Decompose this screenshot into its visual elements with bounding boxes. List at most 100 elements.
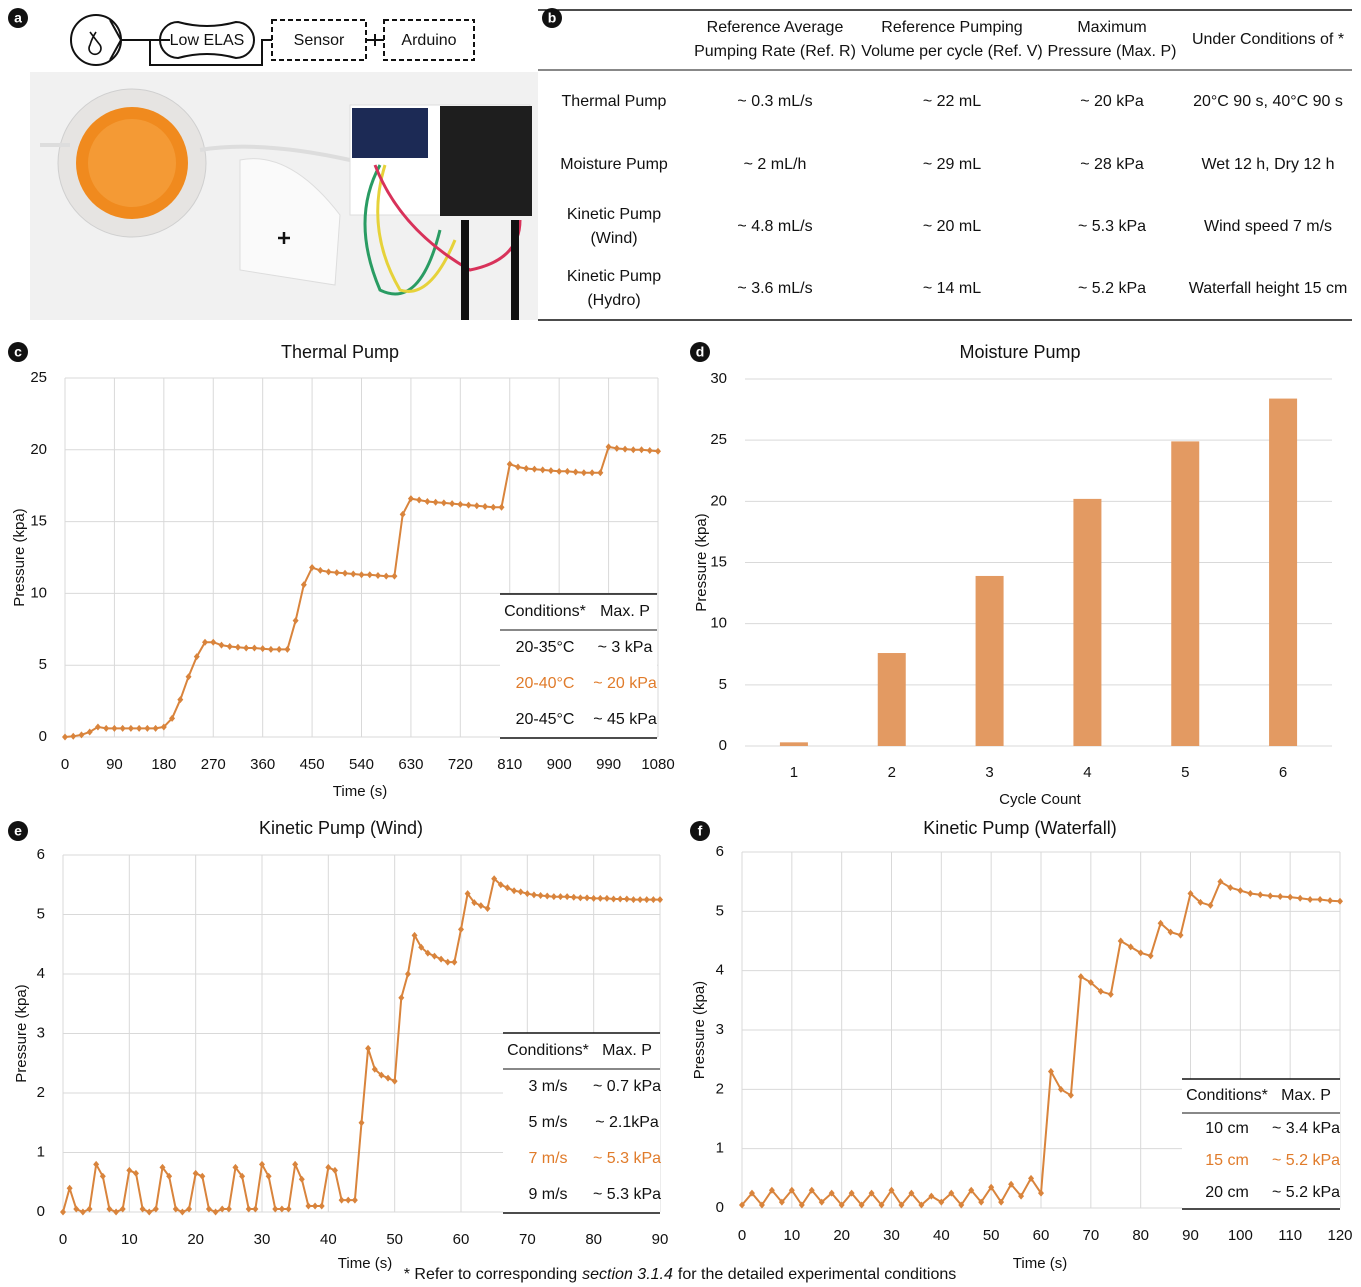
table-cell: ~ 2 mL/h bbox=[744, 156, 807, 173]
data-point bbox=[647, 447, 653, 454]
data-point bbox=[391, 573, 397, 580]
data-point bbox=[1078, 973, 1084, 980]
data-point bbox=[637, 896, 643, 903]
x-tick-label: 1 bbox=[790, 764, 798, 781]
data-point bbox=[1118, 938, 1124, 945]
table-cell: 5 m/s bbox=[528, 1114, 567, 1131]
panel-label: c bbox=[14, 344, 22, 360]
data-point bbox=[624, 896, 630, 903]
data-point bbox=[597, 895, 603, 902]
data-point bbox=[251, 644, 257, 651]
data-point bbox=[67, 1185, 73, 1192]
data-point bbox=[650, 896, 656, 903]
data-point bbox=[359, 571, 365, 578]
x-tick-label: 110 bbox=[1278, 1227, 1302, 1244]
data-point bbox=[246, 1206, 252, 1213]
y-tick-label: 6 bbox=[716, 843, 724, 860]
y-tick-label: 0 bbox=[716, 1199, 724, 1216]
panel-label: f bbox=[698, 823, 703, 839]
data-point bbox=[438, 956, 444, 963]
data-point bbox=[544, 893, 550, 900]
table-cell: Wind speed 7 m/s bbox=[1204, 218, 1332, 235]
x-tick-label: 100 bbox=[1228, 1227, 1253, 1244]
x-axis-label: Time (s) bbox=[333, 783, 387, 800]
data-point bbox=[564, 468, 570, 475]
x-tick-label: 70 bbox=[1082, 1227, 1099, 1244]
data-point bbox=[80, 1209, 86, 1216]
y-tick-label: 10 bbox=[30, 584, 47, 601]
x-tick-label: 2 bbox=[888, 764, 896, 781]
data-point bbox=[474, 502, 480, 509]
y-tick-label: 1 bbox=[37, 1143, 45, 1160]
table-row-label: Moisture Pump bbox=[560, 156, 668, 173]
data-point bbox=[639, 446, 645, 453]
data-point bbox=[334, 569, 340, 576]
y-tick-label: 2 bbox=[37, 1084, 45, 1101]
table-cell: 3 m/s bbox=[528, 1078, 567, 1095]
table-cell: 15 cm bbox=[1205, 1152, 1249, 1169]
data-point bbox=[614, 445, 620, 452]
table-row-label: Kinetic Pump bbox=[567, 268, 661, 285]
data-point bbox=[279, 1206, 285, 1213]
x-tick-label: 40 bbox=[320, 1231, 337, 1248]
data-point bbox=[286, 1206, 292, 1213]
table-cell: ~ 0.3 mL/s bbox=[737, 93, 812, 110]
x-tick-label: 20 bbox=[833, 1227, 850, 1244]
data-point bbox=[445, 959, 451, 966]
data-point bbox=[584, 894, 590, 901]
table-header: Under Conditions of * bbox=[1192, 31, 1344, 48]
data-point bbox=[398, 994, 404, 1001]
data-point bbox=[1317, 896, 1323, 903]
chart-title: Moisture Pump bbox=[959, 342, 1080, 362]
table-cell: ~ 20 kPa bbox=[593, 675, 657, 692]
x-tick-label: 50 bbox=[386, 1231, 403, 1248]
chart-title: Kinetic Pump (Waterfall) bbox=[923, 818, 1116, 838]
y-tick-label: 0 bbox=[719, 737, 727, 754]
data-point bbox=[451, 959, 457, 966]
bar bbox=[1073, 499, 1101, 746]
y-axis-label: Pressure (kpa) bbox=[691, 981, 708, 1079]
node-label: Low ELAS bbox=[170, 32, 245, 49]
chart-title: Kinetic Pump (Wind) bbox=[259, 818, 423, 838]
data-point bbox=[485, 905, 491, 912]
x-tick-label: 30 bbox=[883, 1227, 900, 1244]
data-point bbox=[490, 504, 496, 511]
x-tick-label: 60 bbox=[1033, 1227, 1050, 1244]
table-row-label: Kinetic Pump bbox=[567, 206, 661, 223]
data-point bbox=[186, 673, 192, 680]
table-header: Max. P bbox=[602, 1042, 652, 1059]
drop-icon bbox=[89, 32, 101, 54]
y-tick-label: 3 bbox=[716, 1021, 724, 1038]
x-tick-label: 30 bbox=[254, 1231, 271, 1248]
x-tick-label: 0 bbox=[59, 1231, 67, 1248]
data-point bbox=[173, 1206, 179, 1213]
y-axis-label: Pressure (kpa) bbox=[11, 508, 28, 606]
table-cell: ~ 3 kPa bbox=[598, 639, 653, 656]
table-header: Pressure (Max. P) bbox=[1048, 43, 1177, 60]
table-cell: 9 m/s bbox=[528, 1186, 567, 1203]
data-point bbox=[657, 896, 663, 903]
data-point bbox=[622, 446, 628, 453]
table-cell: ~ 29 mL bbox=[923, 156, 981, 173]
data-point bbox=[392, 1078, 398, 1085]
data-point bbox=[326, 568, 332, 575]
y-tick-label: 5 bbox=[716, 902, 724, 919]
y-tick-label: 5 bbox=[719, 676, 727, 693]
table-cell: 20°C 90 s, 40°C 90 s bbox=[1193, 93, 1343, 110]
data-point bbox=[268, 646, 274, 653]
data-point bbox=[153, 725, 159, 732]
data-point bbox=[416, 497, 422, 504]
photo bbox=[30, 72, 538, 320]
data-point bbox=[1237, 887, 1243, 894]
data-point bbox=[504, 884, 510, 891]
data-point bbox=[385, 1075, 391, 1082]
data-point bbox=[252, 1206, 258, 1213]
y-tick-label: 0 bbox=[37, 1203, 45, 1220]
y-tick-label: 15 bbox=[30, 513, 47, 530]
data-point bbox=[345, 1197, 351, 1204]
table-header: Pumping Rate (Ref. R) bbox=[694, 43, 856, 60]
x-tick-label: 10 bbox=[121, 1231, 138, 1248]
data-point bbox=[111, 725, 117, 732]
x-axis-label: Time (s) bbox=[1013, 1255, 1067, 1272]
x-tick-label: 450 bbox=[300, 756, 325, 773]
